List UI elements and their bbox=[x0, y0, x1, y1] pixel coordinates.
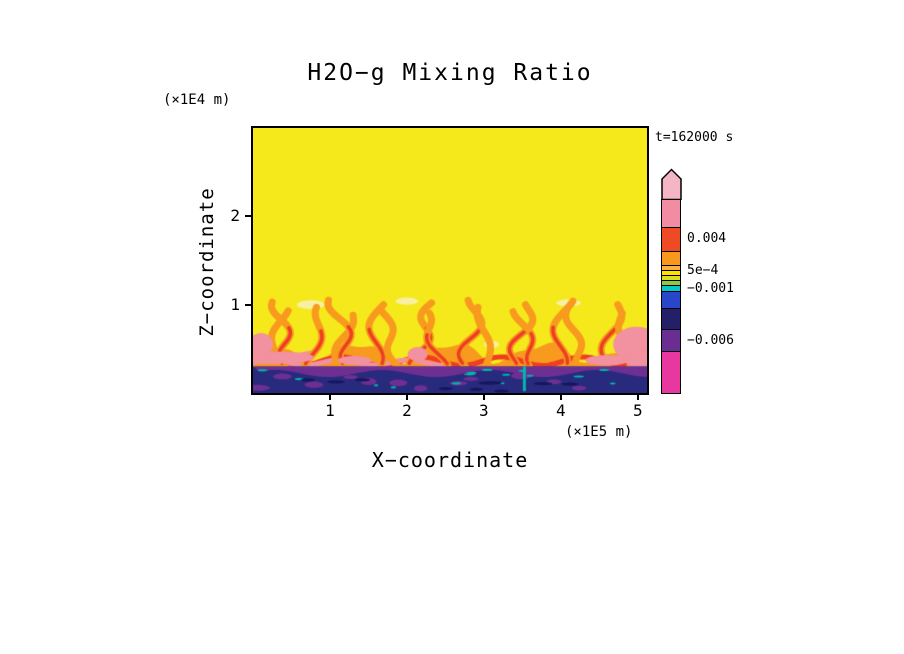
y-tick-label: 2 bbox=[230, 206, 240, 226]
x-tick-label: 3 bbox=[479, 401, 489, 420]
x-tick-mark bbox=[482, 395, 485, 400]
x-axis-unit: (×1E5 m) bbox=[565, 424, 633, 440]
y-axis-unit: (×1E4 m) bbox=[163, 92, 231, 108]
colorbar-segment bbox=[662, 329, 680, 351]
colorbar-segment bbox=[662, 285, 680, 291]
x-tick-mark bbox=[405, 395, 408, 400]
y-tick-label: 1 bbox=[230, 294, 240, 314]
x-tick-label: 5 bbox=[632, 401, 643, 420]
colorbar-segment bbox=[662, 275, 680, 280]
colorbar-segment bbox=[662, 265, 680, 270]
colorbar bbox=[661, 199, 681, 394]
colorbar-segment bbox=[662, 291, 680, 308]
colorbar-segment bbox=[662, 270, 680, 275]
colorbar-arrow-icon bbox=[661, 168, 682, 200]
colorbar-segment bbox=[662, 280, 680, 285]
x-tick-label: 2 bbox=[402, 401, 412, 420]
x-axis-label: X−coordinate bbox=[371, 448, 529, 472]
chart-title: H2O−g Mixing Ratio bbox=[307, 60, 593, 86]
colorbar-segment bbox=[662, 351, 680, 393]
colorbar-label: −0.006 bbox=[687, 333, 734, 348]
colorbar-label: 5e−4 bbox=[687, 263, 719, 278]
colorbar-label: 0.004 bbox=[687, 231, 727, 246]
plot-frame bbox=[251, 126, 649, 395]
colorbar-segment bbox=[662, 251, 680, 265]
colorbar-segment bbox=[662, 200, 680, 227]
x-tick-mark bbox=[559, 395, 562, 400]
colorbar-segment bbox=[662, 308, 680, 329]
x-tick-mark bbox=[636, 395, 639, 400]
x-tick-label: 4 bbox=[555, 401, 566, 420]
y-tick-mark bbox=[245, 215, 251, 218]
colorbar-label: −0.001 bbox=[687, 281, 734, 296]
x-tick-label: 1 bbox=[325, 401, 335, 420]
heatmap-field bbox=[253, 128, 647, 393]
x-tick-mark bbox=[328, 395, 331, 400]
time-stamp: t=162000 s bbox=[655, 130, 734, 145]
y-tick-mark bbox=[245, 303, 251, 306]
colorbar-segment bbox=[662, 227, 680, 251]
